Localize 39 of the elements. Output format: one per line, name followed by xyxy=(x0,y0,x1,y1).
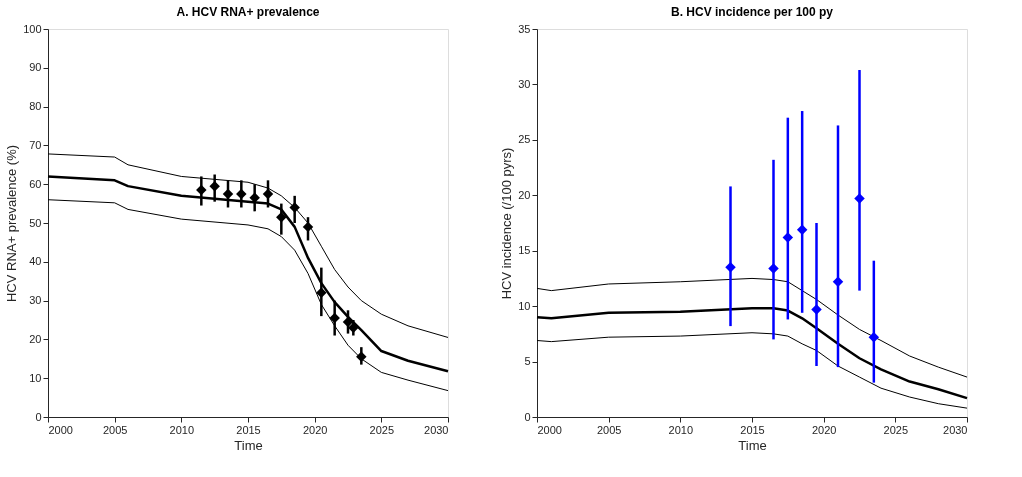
x-tick-label: 2025 xyxy=(369,423,395,436)
y-tick-label: 25 xyxy=(518,133,531,146)
y-tick-label: 15 xyxy=(518,244,531,257)
x-tick-label: 2015 xyxy=(236,423,261,436)
x-axis-title: Time xyxy=(234,437,263,453)
y-tick-label: 80 xyxy=(29,100,42,113)
y-tick-label: 10 xyxy=(29,371,42,384)
y-tick-label: 5 xyxy=(524,355,531,368)
x-tick-label: 2000 xyxy=(537,423,562,436)
y-tick-label: 90 xyxy=(29,61,42,74)
x-tick-label: 2025 xyxy=(883,423,909,436)
y-tick-label: 50 xyxy=(29,216,42,229)
x-tick-label: 2015 xyxy=(740,423,765,436)
y-tick-label: 20 xyxy=(518,188,531,201)
y-axis-title: HCV RNA+ prevalence (%) xyxy=(4,144,20,303)
y-tick-label: 0 xyxy=(524,410,531,423)
y-tick-label: 100 xyxy=(23,22,42,35)
x-tick-label: 2000 xyxy=(48,423,73,436)
x-tick-label: 2010 xyxy=(169,423,195,436)
y-tick-label: 30 xyxy=(518,77,531,90)
x-tick-label: 2020 xyxy=(302,423,328,436)
y-axis-title: HCV incidence (/100 pyrs) xyxy=(499,147,515,300)
x-tick-label: 2020 xyxy=(811,423,837,436)
y-tick-label: 10 xyxy=(518,299,531,312)
y-tick-label: 0 xyxy=(35,410,42,423)
y-tick-label: 70 xyxy=(29,138,42,151)
chart-title: B. HCV incidence per 100 py xyxy=(670,5,834,19)
x-tick-label: 2030 xyxy=(424,423,449,436)
x-tick-label: 2005 xyxy=(596,423,622,436)
x-axis-title: Time xyxy=(738,437,767,453)
y-tick-label: 60 xyxy=(29,177,42,190)
x-tick-label: 2030 xyxy=(943,423,968,436)
y-tick-label: 35 xyxy=(518,22,531,35)
x-tick-label: 2005 xyxy=(102,423,128,436)
y-tick-label: 20 xyxy=(29,332,42,345)
y-tick-label: 40 xyxy=(29,255,42,268)
x-tick-label: 2010 xyxy=(668,423,694,436)
y-tick-label: 30 xyxy=(29,294,42,307)
chart-title: A. HCV RNA+ prevalence xyxy=(176,5,320,19)
